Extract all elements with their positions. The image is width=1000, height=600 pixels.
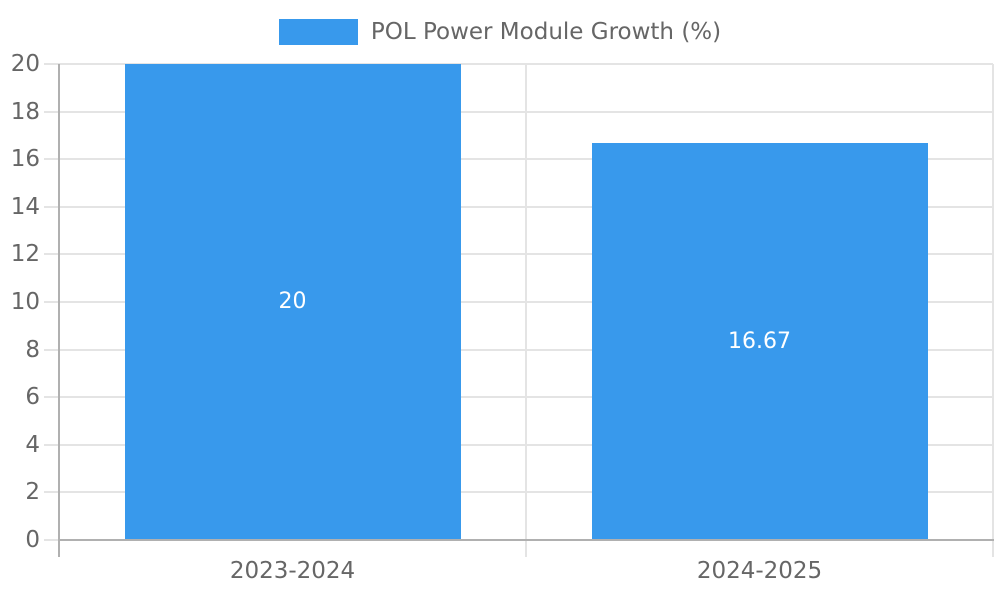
y-gridline: [44, 348, 993, 351]
y-gridline: [44, 491, 993, 494]
y-gridline: [44, 158, 993, 161]
plot-right-border: [992, 64, 994, 557]
y-gridline: [44, 63, 993, 65]
x-tick-label: 2023-2024: [229, 558, 356, 584]
y-gridline: [44, 110, 993, 113]
category-divider: [525, 64, 527, 557]
y-tick-label: 16: [10, 146, 40, 173]
y-gridline: [44, 396, 993, 399]
bar-value-label: 16.67: [728, 328, 791, 354]
y-tick-label: 8: [25, 336, 40, 363]
y-axis-line: [58, 64, 60, 557]
y-tick-label: 6: [25, 384, 40, 411]
y-tick-mark: [44, 539, 59, 541]
y-tick-label: 0: [25, 527, 40, 553]
legend-swatch: [278, 19, 358, 45]
y-gridline: [44, 301, 993, 303]
legend-series-label: POL Power Module Growth (%): [370, 19, 722, 45]
y-gridline: [44, 205, 993, 208]
x-tick-label: 2024-2025: [696, 558, 823, 584]
chart-legend[interactable]: POL Power Module Growth (%): [0, 19, 1000, 45]
y-tick-label: 12: [10, 241, 40, 268]
y-tick-label: 10: [10, 289, 40, 315]
y-tick-label: 2: [25, 479, 40, 506]
x-axis-line: [58, 539, 994, 541]
y-gridline: [44, 253, 993, 256]
y-tick-label: 20: [10, 51, 40, 77]
y-tick-label: 18: [10, 98, 40, 125]
bar-value-label: 20: [278, 289, 307, 314]
y-tick-label: 14: [10, 193, 40, 220]
bar: [591, 143, 928, 540]
y-gridline: [44, 443, 993, 446]
bar: [124, 64, 461, 540]
y-tick-label: 4: [25, 431, 40, 458]
